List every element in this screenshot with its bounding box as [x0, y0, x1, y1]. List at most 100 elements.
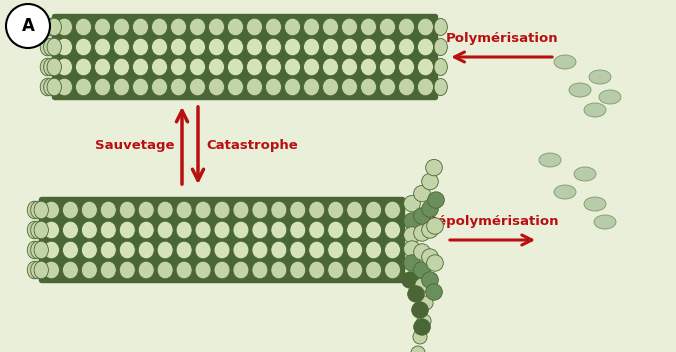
Ellipse shape: [57, 18, 72, 36]
Ellipse shape: [427, 255, 443, 271]
Ellipse shape: [285, 78, 300, 96]
Ellipse shape: [208, 58, 224, 76]
Ellipse shape: [228, 18, 243, 36]
Ellipse shape: [322, 58, 339, 76]
FancyBboxPatch shape: [39, 197, 405, 283]
Ellipse shape: [347, 241, 362, 259]
Ellipse shape: [119, 261, 135, 279]
Ellipse shape: [414, 186, 431, 202]
Ellipse shape: [62, 201, 78, 219]
Ellipse shape: [569, 83, 591, 97]
Ellipse shape: [43, 241, 59, 259]
Ellipse shape: [195, 201, 211, 219]
Ellipse shape: [341, 18, 358, 36]
Ellipse shape: [304, 38, 320, 56]
Ellipse shape: [434, 19, 448, 36]
Ellipse shape: [347, 221, 362, 239]
Ellipse shape: [34, 221, 49, 239]
Ellipse shape: [170, 38, 187, 56]
Ellipse shape: [328, 201, 343, 219]
Ellipse shape: [584, 103, 606, 117]
Ellipse shape: [81, 241, 97, 259]
Ellipse shape: [158, 241, 173, 259]
Ellipse shape: [304, 18, 320, 36]
Ellipse shape: [95, 38, 110, 56]
Ellipse shape: [414, 262, 431, 278]
Ellipse shape: [594, 215, 616, 229]
Ellipse shape: [27, 201, 42, 219]
Ellipse shape: [328, 221, 343, 239]
Ellipse shape: [195, 241, 211, 259]
Ellipse shape: [379, 58, 395, 76]
Ellipse shape: [285, 18, 300, 36]
Ellipse shape: [584, 197, 606, 211]
Ellipse shape: [554, 55, 576, 69]
Ellipse shape: [57, 58, 72, 76]
Ellipse shape: [40, 38, 55, 56]
Ellipse shape: [341, 58, 358, 76]
Ellipse shape: [404, 241, 420, 257]
Ellipse shape: [30, 221, 45, 239]
Ellipse shape: [366, 221, 381, 239]
Ellipse shape: [43, 221, 59, 239]
Ellipse shape: [426, 284, 442, 300]
Ellipse shape: [132, 38, 149, 56]
Ellipse shape: [399, 18, 414, 36]
Ellipse shape: [170, 58, 187, 76]
Ellipse shape: [328, 261, 343, 279]
Ellipse shape: [418, 78, 433, 96]
Ellipse shape: [322, 38, 339, 56]
Ellipse shape: [76, 18, 91, 36]
Ellipse shape: [139, 261, 154, 279]
Ellipse shape: [34, 261, 49, 279]
Ellipse shape: [62, 261, 78, 279]
Ellipse shape: [341, 38, 358, 56]
Ellipse shape: [44, 18, 58, 36]
Ellipse shape: [151, 18, 168, 36]
Ellipse shape: [366, 261, 381, 279]
Ellipse shape: [422, 222, 438, 238]
Ellipse shape: [233, 221, 249, 239]
Ellipse shape: [379, 18, 395, 36]
Ellipse shape: [422, 201, 438, 217]
Ellipse shape: [44, 78, 58, 96]
Ellipse shape: [158, 201, 173, 219]
Ellipse shape: [43, 261, 59, 279]
Ellipse shape: [47, 58, 62, 76]
Ellipse shape: [554, 185, 576, 199]
Ellipse shape: [139, 201, 154, 219]
Ellipse shape: [589, 70, 611, 84]
Ellipse shape: [81, 201, 97, 219]
Ellipse shape: [100, 261, 116, 279]
Ellipse shape: [414, 244, 431, 260]
Ellipse shape: [360, 78, 377, 96]
Ellipse shape: [47, 78, 62, 96]
Ellipse shape: [247, 78, 262, 96]
Ellipse shape: [366, 241, 381, 259]
Text: A: A: [22, 17, 34, 35]
Ellipse shape: [404, 255, 420, 271]
Ellipse shape: [214, 241, 230, 259]
Ellipse shape: [422, 249, 438, 265]
Ellipse shape: [176, 221, 192, 239]
Ellipse shape: [228, 38, 243, 56]
Ellipse shape: [418, 18, 433, 36]
Ellipse shape: [434, 38, 448, 56]
Ellipse shape: [415, 278, 429, 292]
Ellipse shape: [62, 221, 78, 239]
Ellipse shape: [252, 221, 268, 239]
Ellipse shape: [304, 78, 320, 96]
Ellipse shape: [139, 241, 154, 259]
Ellipse shape: [347, 261, 362, 279]
Ellipse shape: [385, 221, 400, 239]
Ellipse shape: [428, 192, 444, 208]
Ellipse shape: [228, 78, 243, 96]
Ellipse shape: [81, 221, 97, 239]
FancyBboxPatch shape: [52, 14, 438, 100]
Ellipse shape: [360, 38, 377, 56]
Ellipse shape: [62, 241, 78, 259]
Ellipse shape: [81, 261, 97, 279]
Ellipse shape: [404, 195, 420, 212]
Ellipse shape: [214, 221, 230, 239]
Ellipse shape: [427, 218, 443, 234]
